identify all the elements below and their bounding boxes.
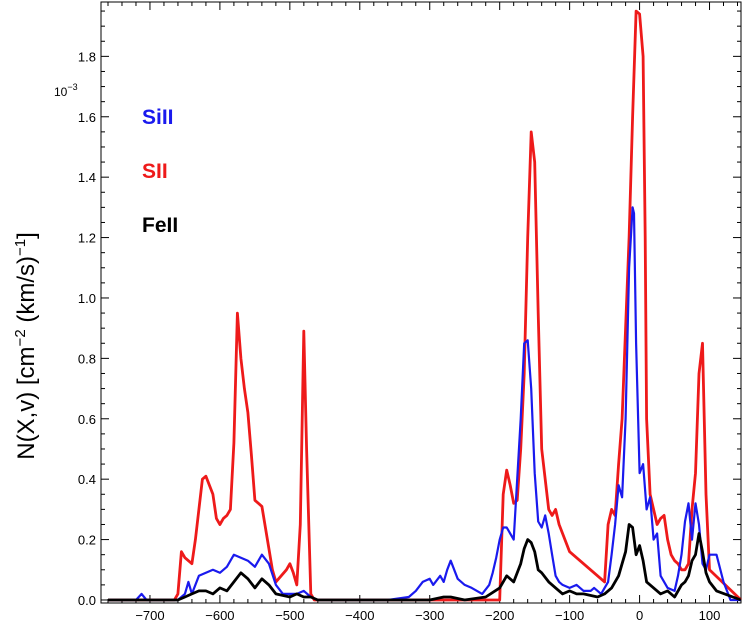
x-tick-label: −600 [205,608,234,623]
y-tick-label: 1.2 [78,231,96,246]
legend-label-feii: FeII [142,214,178,237]
plot-frame [100,1,742,604]
x-tick-label: −300 [415,608,444,623]
y-tick-label: 1.8 [78,49,96,64]
y-tick-label: 0.0 [78,593,96,608]
x-tick-label: 0 [636,608,643,623]
legend-label-siii: SiII [142,106,174,129]
legend: SiII SII FeII [142,106,178,237]
y-tick-label: 0.6 [78,412,96,427]
series-line-siii [108,206,741,602]
x-tick-label: −400 [345,608,374,623]
series-line-sii [108,9,742,602]
x-tick-label: −500 [275,608,304,623]
legend-label-sii: SII [142,160,168,183]
y-axis-label: N(X,v) [cm−2 (km/s)−1] [12,232,40,460]
y-tick-label: 0.4 [78,472,96,487]
series-layer [108,9,742,602]
x-tick-label: −200 [485,608,514,623]
y-tick-label: 0.8 [78,351,96,366]
y-tick-label: 1.0 [78,291,96,306]
x-tick-label: −700 [135,608,164,623]
x-tick-label: 100 [699,608,721,623]
x-tick-label: −100 [555,608,584,623]
y-multiplier: 10−3 [54,82,78,99]
y-tick-label: 1.6 [78,110,96,125]
y-tick-label: 0.2 [78,533,96,548]
axes: −700 −600 −500 −400 −300 −200 −100 0 100 0.0 0.2 0.… [78,1,742,623]
series-line-feii [108,523,742,602]
y-tick-label: 1.4 [78,170,96,185]
